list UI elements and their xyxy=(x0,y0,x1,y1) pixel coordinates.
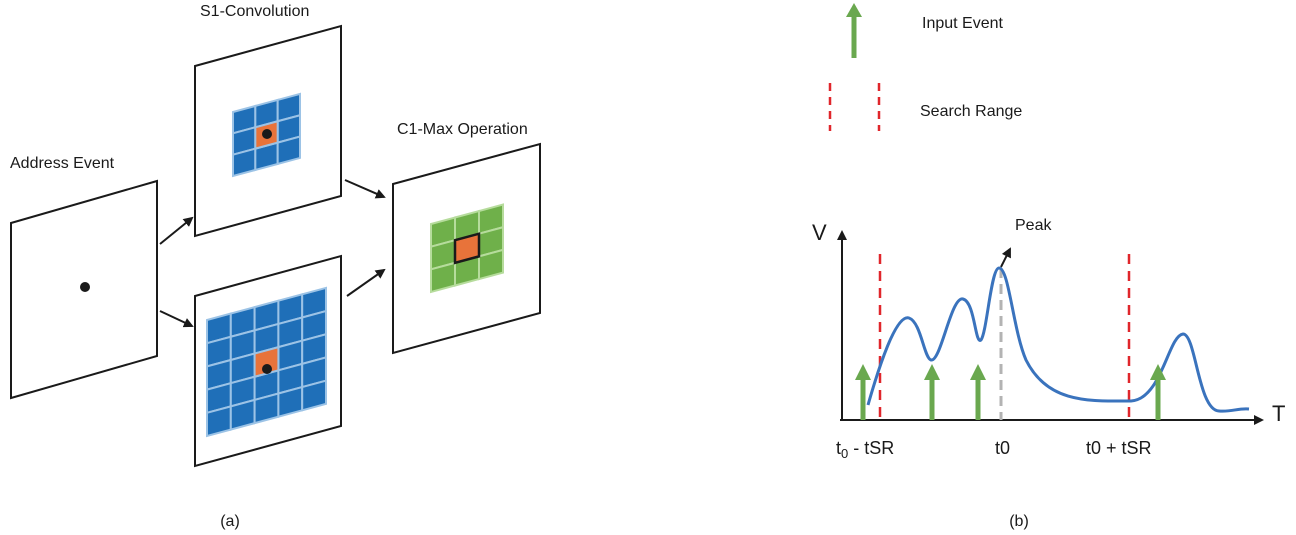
kernel-cell xyxy=(276,135,301,166)
kernel-cell xyxy=(277,385,304,419)
kernel-cell xyxy=(478,248,504,281)
kernel-cell xyxy=(253,392,280,425)
s1-top-center-dot xyxy=(262,129,272,139)
panel-a: Address Event S1-Convolution C1-Max Oper… xyxy=(10,3,541,530)
kernel-center-cell xyxy=(253,345,280,379)
s1-convolution-label: S1-Convolution xyxy=(200,3,309,20)
peak-pointer-arrow xyxy=(1000,247,1011,268)
arrow-s1-bottom-to-c1 xyxy=(346,268,386,297)
x-axis-label: T xyxy=(1272,401,1285,426)
input-event-arrow-3-head xyxy=(970,364,986,380)
kernel-cell xyxy=(232,147,257,178)
legend-search-range-label: Search Range xyxy=(920,103,1022,120)
s1-small-kernel-grid xyxy=(232,92,301,178)
input-event-arrow-1-head xyxy=(855,364,871,380)
panel-b: Input Event Search Range V T Peak xyxy=(812,3,1285,530)
y-axis-label: V xyxy=(812,220,827,245)
arrow-s1-top-to-c1 xyxy=(344,179,386,199)
input-event-arrows xyxy=(855,364,1166,420)
input-event-arrow-4-head xyxy=(1150,364,1166,380)
kernel-cell xyxy=(301,379,327,412)
c1-max-grid xyxy=(430,203,504,294)
address-event-dot xyxy=(80,282,90,292)
arrow-address-to-s1-top xyxy=(159,216,194,245)
legend-input-event-label: Input Event xyxy=(922,15,1004,32)
tick-label-search-start: t0 - tSR xyxy=(836,438,894,461)
panel-b-caption: (b) xyxy=(1009,513,1029,530)
kernel-center-cell xyxy=(453,232,481,265)
tick-label-search-end: t0 + tSR xyxy=(1086,438,1152,458)
s1-large-kernel-grid xyxy=(206,286,327,438)
address-event-label: Address Event xyxy=(10,155,115,172)
legend: Input Event Search Range xyxy=(828,3,1022,131)
peak-label: Peak xyxy=(1015,217,1052,234)
membrane-potential-curve xyxy=(866,266,1250,413)
input-event-arrow-2-head xyxy=(924,364,940,380)
s1-bottom-center-dot xyxy=(262,364,272,374)
panel-a-caption: (a) xyxy=(220,513,240,530)
arrow-address-to-s1-bottom xyxy=(159,310,194,328)
tick-label-peak-time: t0 xyxy=(995,438,1010,458)
kernel-cell xyxy=(206,405,232,438)
legend-input-event-arrow-head xyxy=(846,3,862,17)
kernel-cell xyxy=(229,398,256,431)
c1-max-operation-label: C1-Max Operation xyxy=(397,121,528,138)
